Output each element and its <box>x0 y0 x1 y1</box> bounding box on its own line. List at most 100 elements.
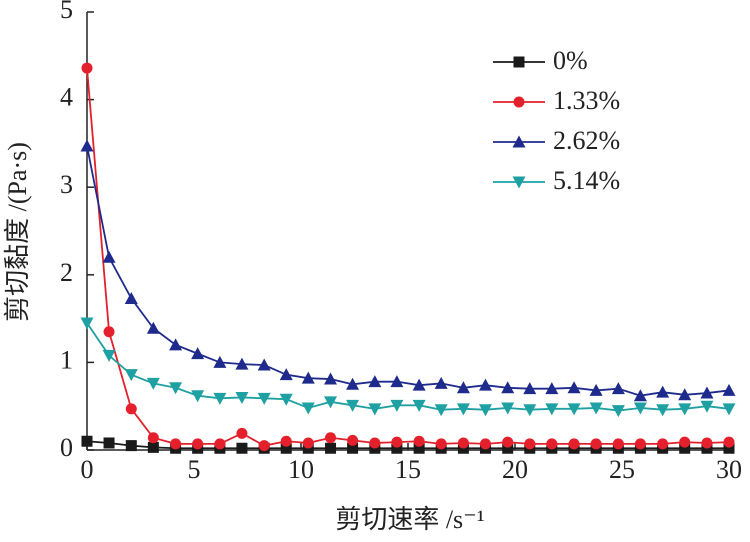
marker <box>102 349 116 362</box>
marker <box>390 399 404 412</box>
marker <box>280 435 292 447</box>
marker <box>502 436 514 448</box>
marker <box>479 438 491 450</box>
marker <box>147 432 159 444</box>
marker <box>124 291 138 304</box>
marker <box>679 442 691 454</box>
marker <box>191 390 205 403</box>
marker <box>125 403 137 415</box>
x-tick-label: 25 <box>609 455 635 484</box>
series-line <box>86 67 730 447</box>
marker <box>369 437 381 449</box>
marker <box>700 400 714 413</box>
legend-marker <box>512 135 526 148</box>
marker <box>302 437 314 449</box>
marker <box>235 357 249 370</box>
marker <box>722 383 736 396</box>
marker <box>656 404 670 417</box>
marker <box>523 382 537 395</box>
marker <box>346 377 360 390</box>
marker <box>346 399 360 412</box>
marker <box>325 442 337 454</box>
marker <box>478 404 492 417</box>
marker <box>412 399 426 412</box>
marker <box>213 392 227 405</box>
marker <box>103 437 115 449</box>
marker <box>456 381 470 394</box>
y-tick-label: 3 <box>60 170 73 199</box>
marker <box>125 440 137 452</box>
marker <box>567 381 581 394</box>
marker <box>213 355 227 368</box>
marker <box>501 381 515 394</box>
legend-marker <box>513 96 525 108</box>
marker <box>368 403 382 416</box>
marker <box>633 389 647 402</box>
marker <box>192 438 204 450</box>
marker <box>347 442 359 454</box>
marker <box>325 432 337 444</box>
marker <box>412 378 426 391</box>
marker <box>611 405 625 418</box>
marker <box>235 391 249 404</box>
marker <box>324 372 338 385</box>
marker <box>723 436 735 448</box>
marker <box>457 437 469 449</box>
marker <box>257 358 271 371</box>
y-tick-label: 5 <box>60 0 73 24</box>
legend-label: 5.14% <box>553 166 620 195</box>
marker <box>280 442 292 454</box>
marker <box>147 441 159 453</box>
marker <box>301 371 315 384</box>
y-tick-label: 4 <box>60 83 73 112</box>
marker <box>257 392 271 405</box>
marker <box>214 438 226 450</box>
marker <box>170 438 182 450</box>
marker <box>169 338 183 351</box>
marker <box>523 404 537 417</box>
marker <box>678 388 692 401</box>
marker <box>80 317 94 330</box>
marker <box>545 403 559 416</box>
marker <box>524 438 536 450</box>
marker <box>324 396 338 409</box>
legend-marker <box>512 176 526 189</box>
marker <box>700 386 714 399</box>
y-tick-label: 1 <box>60 345 73 374</box>
x-tick-label: 10 <box>288 455 314 484</box>
marker <box>279 393 293 406</box>
marker <box>723 442 735 454</box>
marker <box>81 435 93 447</box>
marker <box>502 442 514 454</box>
marker <box>478 378 492 391</box>
marker <box>634 438 646 450</box>
marker <box>391 436 403 448</box>
marker <box>169 382 183 395</box>
x-tick-label: 5 <box>188 455 201 484</box>
marker <box>501 402 515 415</box>
marker <box>678 403 692 416</box>
marker <box>391 442 403 454</box>
marker <box>567 403 581 416</box>
y-tick-label: 0 <box>60 433 73 462</box>
legend-label: 2.62% <box>553 126 620 155</box>
marker <box>589 383 603 396</box>
legend-label: 1.33% <box>553 86 620 115</box>
marker <box>657 438 669 450</box>
marker <box>301 402 315 415</box>
marker <box>124 369 138 382</box>
marker <box>456 403 470 416</box>
marker <box>103 326 115 338</box>
marker <box>434 404 448 417</box>
marker <box>191 347 205 360</box>
marker <box>146 321 160 334</box>
marker <box>279 368 293 381</box>
marker <box>390 375 404 388</box>
x-axis-label: 剪切速率 /s⁻¹ <box>335 505 484 534</box>
marker <box>568 438 580 450</box>
x-tick-label: 15 <box>395 455 421 484</box>
series-line <box>86 322 730 412</box>
marker <box>236 427 248 439</box>
marker <box>413 435 425 447</box>
